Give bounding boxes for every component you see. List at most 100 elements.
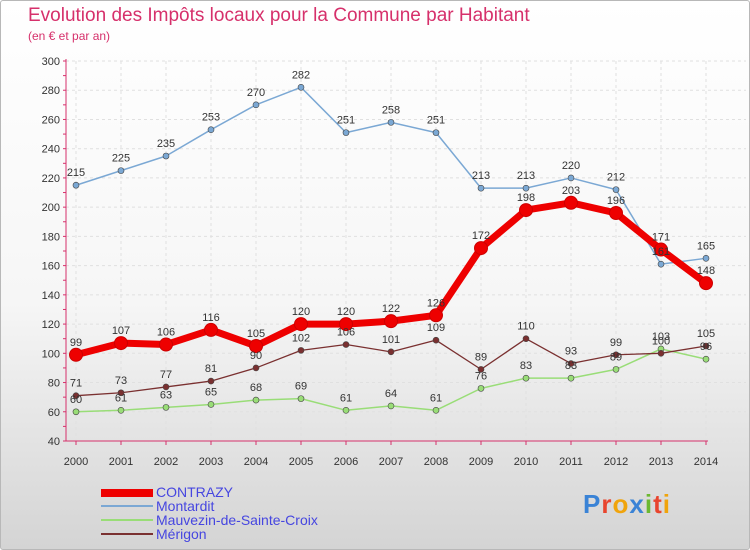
y-tick-label: 260: [42, 114, 60, 126]
data-label: 90: [250, 350, 262, 362]
x-tick-label: 2003: [199, 456, 223, 468]
data-point: [294, 317, 308, 332]
legend-label: Mauvezin-de-Sainte-Croix: [156, 512, 318, 528]
x-tick-label: 2005: [289, 456, 313, 468]
data-point: [519, 203, 533, 218]
data-label: 165: [697, 240, 715, 252]
data-point: [72, 181, 80, 189]
y-tick-label: 60: [48, 407, 60, 419]
logo-letter: i: [644, 489, 654, 519]
data-point: [522, 335, 530, 342]
data-point: [702, 355, 710, 363]
data-label: 71: [70, 378, 82, 390]
legend-label: Mérigon: [156, 526, 207, 542]
data-label: 126: [427, 297, 445, 309]
data-point: [252, 101, 260, 109]
data-point: [207, 126, 215, 133]
legend-swatch-montardit: [101, 505, 153, 507]
data-label: 106: [337, 327, 355, 339]
data-labels: 60 61 63 65 68 69 61 64 61 76 83 83 89 103 96 71 73 77 81 9…: [67, 69, 715, 405]
data-point: [117, 407, 125, 414]
data-point: [387, 119, 395, 126]
y-tick-label: 100: [42, 348, 60, 360]
data-point: [702, 255, 710, 262]
data-point: [339, 317, 353, 332]
data-point: [69, 347, 83, 362]
series-layer: [69, 84, 713, 416]
legend: CONTRAZY Montardit Mauvezin-de-Sainte-Cr…: [101, 485, 421, 541]
data-point: [612, 351, 620, 359]
series-merigon: [72, 335, 710, 399]
data-point: [252, 364, 260, 372]
x-tick-label: 2012: [604, 456, 628, 468]
data-point: [162, 152, 170, 160]
x-tick-label: 2002: [154, 456, 178, 468]
x-tick-label: 2009: [469, 456, 493, 468]
data-label: 99: [610, 337, 622, 349]
data-label: 76: [475, 370, 487, 382]
data-point: [342, 407, 350, 414]
data-label: 120: [292, 306, 310, 318]
data-label: 120: [337, 306, 355, 318]
data-label: 65: [205, 386, 217, 398]
data-label: 122: [382, 303, 400, 315]
data-point: [567, 360, 575, 367]
y-tick-label: 40: [48, 436, 60, 448]
data-point: [117, 389, 125, 397]
data-label: 83: [565, 360, 577, 372]
data-label: 81: [205, 363, 217, 375]
data-point: [522, 184, 530, 192]
chart-subtitle: (en € et par an): [28, 29, 111, 43]
legend-item-montardit[interactable]: Montardit: [101, 499, 421, 513]
legend-item-contrazy[interactable]: CONTRAZY: [101, 485, 421, 499]
data-label: 77: [160, 369, 172, 381]
x-tick-label: 2007: [379, 456, 403, 468]
data-point: [297, 395, 305, 402]
y-tick-label: 140: [42, 290, 60, 302]
x-tick-label: 2000: [64, 456, 88, 468]
y-tick-label: 240: [42, 144, 60, 156]
data-label: 83: [520, 360, 532, 372]
data-label: 99: [70, 337, 82, 349]
data-label: 171: [652, 232, 670, 244]
data-label: 203: [562, 185, 580, 197]
data-point: [477, 385, 485, 392]
x-tick-label: 2001: [109, 456, 133, 468]
data-point: [474, 241, 488, 256]
legend-swatch-contrazy: [101, 489, 153, 497]
logo-letter: r: [601, 489, 613, 519]
data-label: 103: [652, 331, 670, 343]
y-tick-label: 300: [42, 56, 60, 68]
data-label: 258: [382, 104, 400, 116]
data-label: 116: [202, 312, 220, 324]
data-point: [429, 308, 443, 323]
data-point: [657, 260, 665, 268]
data-point: [297, 84, 305, 91]
data-label: 251: [337, 115, 355, 127]
y-tick-label: 200: [42, 202, 60, 214]
data-point: [432, 129, 440, 136]
x-tick-label: 2010: [514, 456, 538, 468]
data-label: 109: [427, 322, 445, 334]
data-label: 105: [697, 328, 715, 340]
data-point: [117, 167, 125, 174]
legend-item-merigon[interactable]: Mérigon: [101, 527, 421, 541]
data-point: [477, 366, 485, 373]
legend-swatch-mauvezin: [101, 519, 153, 521]
data-point: [612, 366, 620, 373]
y-tick-label: 180: [42, 231, 60, 243]
legend-swatch-merigon: [101, 533, 153, 535]
data-label: 61: [115, 392, 127, 404]
data-label: 213: [472, 170, 490, 182]
data-point: [162, 383, 170, 391]
data-point: [72, 392, 80, 399]
data-label: 282: [292, 69, 310, 81]
logo-letter: x: [629, 489, 645, 519]
data-point: [207, 377, 215, 385]
legend-item-mauvezin[interactable]: Mauvezin-de-Sainte-Croix: [101, 513, 421, 527]
data-point: [342, 341, 350, 348]
data-label: 212: [607, 172, 625, 184]
data-label: 102: [292, 332, 310, 344]
data-label: 225: [112, 153, 130, 165]
